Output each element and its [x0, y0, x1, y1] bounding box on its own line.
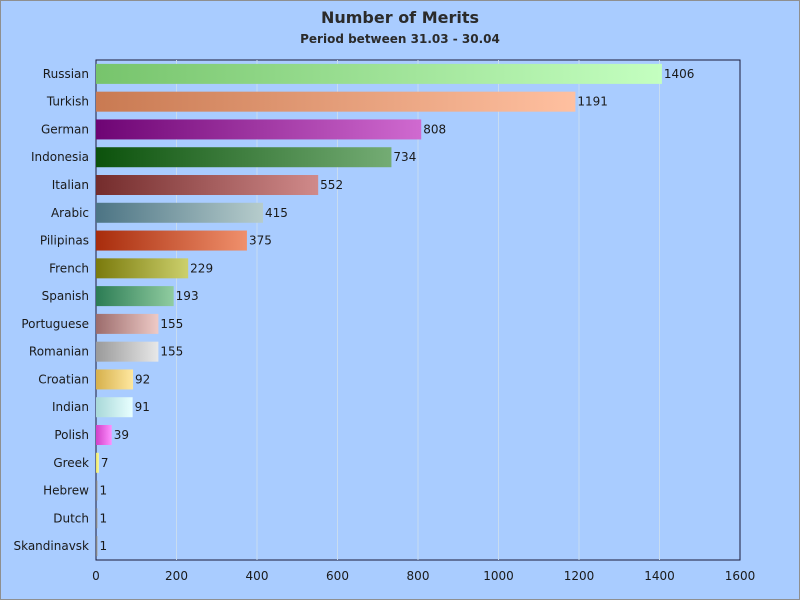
chart-title: Number of Merits	[320, 8, 480, 27]
value-label: 91	[135, 400, 150, 414]
value-label: 1406	[664, 67, 695, 81]
category-label: Italian	[52, 178, 89, 192]
x-tick-label: 1600	[725, 569, 756, 583]
category-label: Spanish	[42, 289, 89, 303]
category-label: Skandinavsk	[13, 539, 89, 553]
category-label: Romanian	[29, 345, 89, 359]
bar-french	[96, 258, 189, 279]
category-label: Dutch	[53, 511, 89, 525]
x-tick-label: 200	[165, 569, 188, 583]
bar-russian	[96, 63, 662, 84]
value-label: 734	[393, 150, 416, 164]
bar-german	[96, 119, 422, 140]
x-tick-label: 1400	[644, 569, 675, 583]
bar-greek	[96, 452, 99, 473]
value-label: 7	[101, 456, 109, 470]
value-label: 155	[160, 345, 183, 359]
category-label: Indian	[52, 400, 89, 414]
value-label: 1191	[577, 95, 608, 109]
bar-pilipinas	[96, 230, 247, 251]
value-label: 155	[160, 317, 183, 331]
value-label: 92	[135, 372, 150, 386]
bar-dutch	[96, 508, 98, 529]
bar-croatian	[96, 369, 134, 390]
value-label: 39	[114, 428, 129, 442]
category-label: Russian	[43, 67, 89, 81]
category-label: Polish	[54, 428, 89, 442]
bar-turkish	[96, 91, 576, 112]
category-label: Arabic	[51, 206, 89, 220]
x-tick-label: 0	[92, 569, 100, 583]
category-label: German	[41, 122, 89, 136]
chart-subtitle: Period between 31.03 - 30.04	[300, 32, 500, 46]
bar-romanian	[96, 341, 159, 362]
category-label: Hebrew	[43, 484, 89, 498]
bar-portuguese	[96, 313, 159, 334]
value-label: 229	[190, 261, 213, 275]
category-label: Pilipinas	[40, 234, 89, 248]
value-label: 1	[100, 511, 108, 525]
value-label: 808	[423, 122, 446, 136]
x-tick-label: 600	[326, 569, 349, 583]
x-tick-label: 800	[407, 569, 430, 583]
bar-italian	[96, 175, 319, 195]
category-label: Portuguese	[21, 317, 89, 331]
bar-indonesia	[96, 147, 392, 168]
bar-polish	[96, 425, 112, 445]
bar-indian	[96, 397, 133, 418]
value-label: 375	[249, 234, 272, 248]
category-label: French	[49, 261, 89, 275]
value-label: 415	[265, 206, 288, 220]
category-label: Croatian	[38, 372, 89, 386]
value-label: 1	[100, 539, 108, 553]
bar-arabic	[96, 202, 264, 223]
x-tick-label: 1000	[483, 569, 514, 583]
x-tick-label: 400	[246, 569, 269, 583]
category-label: Greek	[53, 456, 89, 470]
bar-hebrew	[96, 480, 98, 501]
bar-spanish	[96, 286, 174, 307]
category-label: Indonesia	[31, 150, 89, 164]
x-tick-label: 1200	[564, 569, 595, 583]
value-label: 1	[100, 484, 108, 498]
value-label: 552	[320, 178, 343, 192]
category-label: Turkish	[46, 95, 89, 109]
value-label: 193	[176, 289, 199, 303]
bar-skandinavsk	[96, 536, 98, 557]
